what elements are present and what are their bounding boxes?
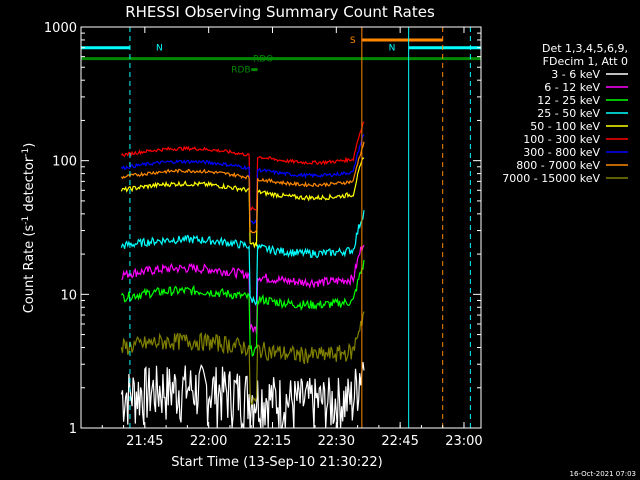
legend-header-1: Det 1,3,4,5,6,9,	[542, 42, 628, 55]
legend: Det 1,3,4,5,6,9, FDecim 1, Att 0 3 - 6 k…	[502, 42, 628, 185]
flag-label-2: S	[350, 36, 356, 46]
x-tick-label-3: 22:30	[318, 434, 355, 449]
legend-label-7: 800 - 7000 keV	[516, 159, 600, 172]
series-line-8	[120, 311, 365, 405]
y-axis-label-main: Count Rate (s	[22, 225, 37, 314]
series-line-7	[120, 141, 365, 234]
y-axis-label-mid: detector	[22, 156, 37, 216]
series-layer	[120, 121, 365, 429]
x-axis: 21:45 22:00 22:15 22:30 22:45 23:00	[101, 27, 483, 449]
flag-label-4: RDB	[231, 66, 250, 76]
flag-label-0: N	[156, 44, 163, 54]
series-line-4	[120, 157, 365, 249]
x-tick-label-1: 22:00	[190, 434, 227, 449]
y-tick-label-2: 100	[52, 155, 77, 170]
legend-label-6: 300 - 800 keV	[523, 146, 600, 159]
chart-title: RHESSI Observing Summary Count Rates	[125, 3, 435, 21]
footer-date: 16-Oct-2021 07:03	[570, 470, 636, 478]
x-tick-label-0: 21:45	[126, 434, 163, 449]
series-line-3	[120, 210, 365, 306]
series-line-0	[120, 361, 365, 429]
y-tick-label-0: 1	[69, 422, 77, 437]
legend-label-0: 3 - 6 keV	[551, 68, 600, 81]
legend-label-5: 100 - 300 keV	[523, 133, 600, 146]
series-line-5	[120, 121, 365, 212]
vlines-layer	[129, 27, 471, 428]
y-axis: 1 10 100 1000	[44, 21, 481, 437]
legend-label-4: 50 - 100 keV	[530, 120, 600, 133]
legend-label-2: 12 - 25 keV	[537, 94, 600, 107]
flag-label-1: N	[389, 44, 396, 54]
x-axis-label: Start Time (13-Sep-10 21:30:22)	[171, 455, 382, 470]
y-axis-label-sup1: -1	[21, 216, 31, 225]
x-tick-label-2: 22:15	[254, 434, 291, 449]
y-axis-label: Count Rate (s-1 detector-1)	[21, 143, 37, 314]
series-line-1	[121, 244, 365, 335]
y-tick-label-1: 10	[60, 288, 77, 303]
series-line-6	[120, 133, 365, 225]
y-tick-label-3: 1000	[44, 21, 77, 36]
x-tick-label-4: 22:45	[381, 434, 418, 449]
legend-label-8: 7000 - 15000 keV	[502, 172, 600, 185]
y-axis-label-end: )	[22, 143, 37, 148]
x-tick-label-5: 23:00	[445, 434, 482, 449]
legend-header-2: FDecim 1, Att 0	[543, 55, 628, 68]
plot-frame	[80, 26, 482, 429]
legend-label-3: 25 - 50 keV	[537, 107, 600, 120]
flag-label-3: RDO	[253, 55, 273, 65]
y-axis-label-sup2: -1	[21, 148, 31, 157]
series-line-2	[120, 259, 365, 357]
legend-label-1: 6 - 12 keV	[544, 81, 600, 94]
